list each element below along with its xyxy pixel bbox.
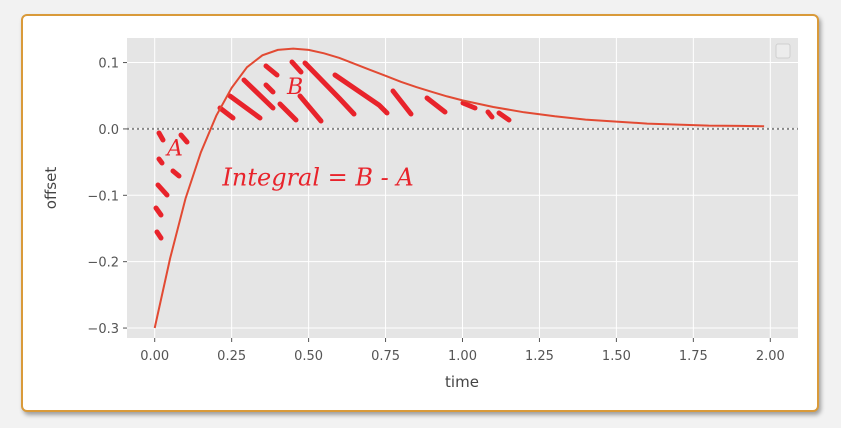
hatch-b-stroke bbox=[263, 63, 280, 78]
hatch-b-stroke bbox=[496, 110, 512, 123]
hatch-b-stroke bbox=[302, 60, 357, 117]
x-tick-label: 0.50 bbox=[294, 349, 323, 364]
x-tick-label: 0.25 bbox=[217, 349, 246, 364]
annotation-label: Integral = B - A bbox=[221, 163, 413, 191]
x-tick-label: 1.50 bbox=[602, 349, 631, 364]
annotations: A B Integral = B - A bbox=[165, 75, 414, 192]
hatch-a-stroke bbox=[154, 229, 164, 241]
hatch-b-stroke bbox=[297, 93, 324, 124]
annotation-label: A bbox=[165, 136, 183, 161]
y-tick-label: −0.2 bbox=[87, 256, 119, 271]
y-axis-label: offset bbox=[42, 167, 60, 210]
hatch-b-stroke bbox=[263, 82, 276, 95]
x-tick-label: 1.25 bbox=[525, 349, 554, 364]
y-tick-label: 0.0 bbox=[98, 123, 119, 138]
x-axis-label: time bbox=[445, 373, 479, 391]
hatch-b-stroke bbox=[289, 59, 304, 75]
y-tick-label: −0.1 bbox=[87, 189, 119, 204]
hatch-b-stroke bbox=[332, 72, 390, 116]
annotation-label: B bbox=[286, 75, 303, 100]
series-line bbox=[153, 47, 765, 329]
x-tick-label: 1.75 bbox=[679, 349, 708, 364]
hatch-a-stroke bbox=[170, 168, 182, 179]
x-tick-label: 1.00 bbox=[448, 349, 477, 364]
y-tick-label: 0.1 bbox=[98, 57, 119, 72]
y-tick-label: −0.3 bbox=[87, 322, 119, 337]
x-tick-label: 2.00 bbox=[756, 349, 785, 364]
hatch-b-stroke bbox=[424, 95, 448, 115]
tick-marks bbox=[123, 62, 771, 342]
x-tick-label: 0.75 bbox=[371, 349, 400, 364]
hatch-b-stroke bbox=[277, 101, 299, 123]
x-tick-label: 0.00 bbox=[140, 349, 169, 364]
hatch-a-stroke bbox=[178, 132, 190, 145]
tick-labels: 0.00 0.25 0.50 0.75 1.00 1.25 1.50 1.75 2.00 0.1 0… bbox=[87, 57, 784, 364]
hatch-b-stroke bbox=[227, 93, 263, 121]
hatch-b-stroke bbox=[241, 77, 276, 111]
hatch-a-stroke bbox=[156, 130, 166, 143]
legend-box bbox=[775, 43, 791, 59]
hatch-b-stroke bbox=[217, 105, 236, 121]
hatch-b-stroke bbox=[390, 88, 414, 117]
hatch-a-stroke bbox=[156, 156, 165, 166]
hatch-shading bbox=[153, 59, 512, 241]
hatch-a-stroke bbox=[153, 205, 164, 218]
hatch-b-stroke bbox=[485, 109, 495, 120]
hatch-b-stroke bbox=[460, 100, 478, 111]
hatch-a-stroke bbox=[155, 182, 170, 198]
